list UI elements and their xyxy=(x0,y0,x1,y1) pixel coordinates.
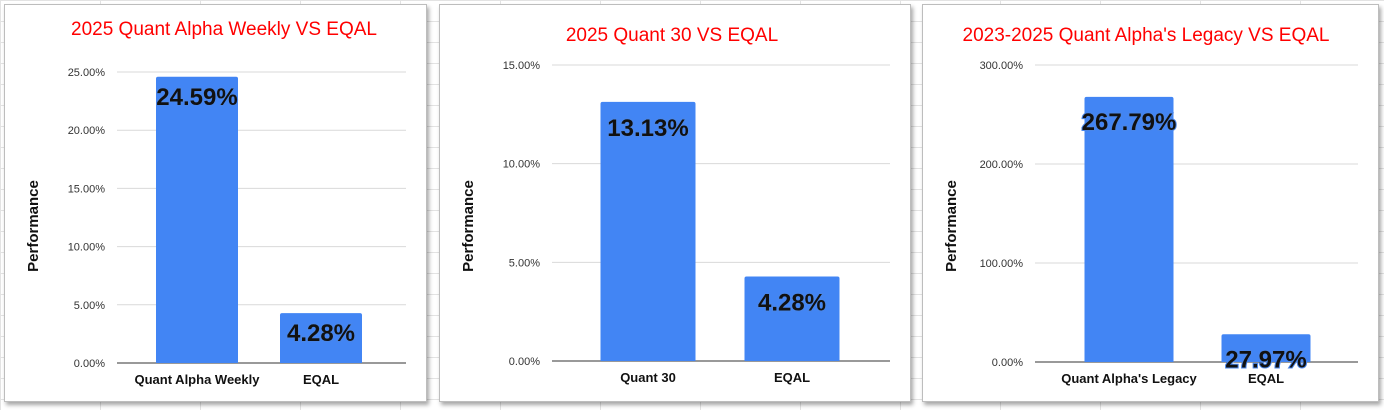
y-tick-label: 5.00% xyxy=(74,300,105,312)
bar-eqal[interactable] xyxy=(280,313,362,363)
y-tick-label: 300.00% xyxy=(980,60,1024,72)
y-tick-label: 15.00% xyxy=(68,183,106,195)
chart-panel-2[interactable]: 2025 Quant 30 VS EQAL 0.00% 5.00% 10.00% 15… xyxy=(439,4,911,402)
y-axis-title: Performance xyxy=(460,180,477,272)
bar-quant-alpha-s-legacy[interactable] xyxy=(1084,96,1174,362)
y-tick-label: 20.00% xyxy=(68,125,106,137)
y-axis-title: Performance xyxy=(25,180,42,272)
y-axis-title: Performance xyxy=(943,180,960,272)
x-category-label: EQAL xyxy=(774,370,810,385)
y-tick-label: 25.00% xyxy=(68,67,106,79)
bar-eqal[interactable] xyxy=(1221,334,1311,362)
bar-quant-30[interactable] xyxy=(600,101,696,361)
x-category-label: EQAL xyxy=(1248,371,1284,386)
y-tick-label: 0.00% xyxy=(509,356,540,368)
y-tick-label: 100.00% xyxy=(980,258,1024,270)
chart-panel-3[interactable]: 2023-2025 Quant Alpha's Legacy VS EQAL 0… xyxy=(922,4,1379,402)
bar-eqal[interactable] xyxy=(744,276,840,361)
chart-title: 2025 Quant 30 VS EQAL xyxy=(566,25,778,46)
x-category-label: Quant Alpha's Legacy xyxy=(1061,371,1197,386)
x-category-label: Quant 30 xyxy=(620,370,676,385)
y-tick-label: 15.00% xyxy=(503,60,541,72)
chart-panel-1[interactable]: 2025 Quant Alpha Weekly VS EQAL 0.00% 5.0… xyxy=(4,4,427,402)
chart-title: 2025 Quant Alpha Weekly VS EQAL xyxy=(71,19,377,40)
y-tick-label: 0.00% xyxy=(992,357,1023,369)
x-category-label: Quant Alpha Weekly xyxy=(135,372,261,387)
x-category-label: EQAL xyxy=(303,372,339,387)
y-tick-label: 10.00% xyxy=(68,242,106,254)
bar-quant-alpha-weekly[interactable] xyxy=(156,76,238,363)
data-label: 13.13% xyxy=(607,115,688,142)
data-label: 4.28% xyxy=(287,320,355,347)
data-label: 267.79% xyxy=(1082,109,1177,136)
y-tick-label: 200.00% xyxy=(980,159,1024,171)
y-tick-label: 10.00% xyxy=(503,159,541,171)
data-label: 24.59% xyxy=(156,84,237,111)
y-tick-label: 0.00% xyxy=(74,358,105,370)
y-tick-label: 5.00% xyxy=(509,257,540,269)
chart-title: 2023-2025 Quant Alpha's Legacy VS EQAL xyxy=(963,25,1330,46)
data-label: 4.28% xyxy=(758,290,826,317)
data-label: 27.97% xyxy=(1225,346,1306,373)
